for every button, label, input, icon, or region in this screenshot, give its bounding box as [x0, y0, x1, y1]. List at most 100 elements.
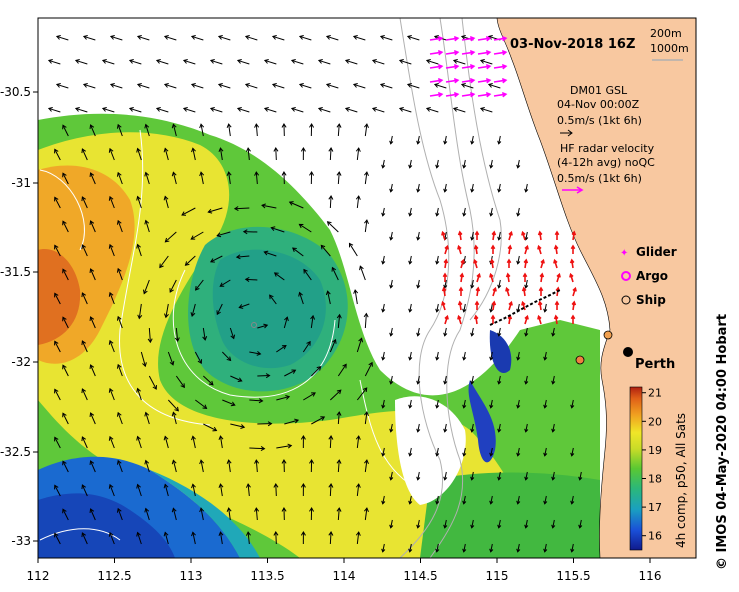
velocity-arrow [182, 107, 196, 113]
velocity-arrow [300, 483, 306, 497]
velocity-arrow [353, 289, 359, 305]
velocity-arrow [136, 531, 142, 545]
velocity-arrow [408, 447, 413, 457]
velocity-arrow [408, 495, 413, 505]
velocity-arrow [336, 313, 342, 329]
velocity-arrow [524, 471, 529, 481]
velocity-arrow [116, 411, 123, 425]
velocity-arrow [379, 83, 393, 89]
velocity-arrow [364, 411, 369, 425]
velocity-arrow [108, 195, 115, 209]
x-tick-label: 115.5 [556, 569, 590, 583]
velocity-arrow [144, 171, 150, 185]
velocity-arrow [389, 423, 394, 433]
velocity-arrow [244, 35, 258, 41]
velocity-arrow [311, 416, 326, 425]
velocity-arrow [195, 399, 208, 409]
velocity-arrow [508, 230, 513, 241]
velocity-arrow [191, 531, 196, 545]
velocity-arrow [164, 231, 177, 243]
velocity-arrow [144, 123, 150, 137]
velocity-arrow [479, 59, 493, 65]
velocity-arrow [477, 49, 492, 56]
velocity-arrow [175, 375, 185, 389]
map-title: 03-Nov-2018 16Z [510, 37, 635, 52]
velocity-arrow [218, 147, 224, 161]
velocity-arrow [344, 59, 358, 65]
velocity-arrow [443, 135, 448, 145]
velocity-arrow [477, 91, 492, 98]
velocity-arrow [571, 300, 577, 311]
velocity-arrow [553, 314, 559, 325]
dm01-scale: 0.5m/s (1kt 6h) [557, 114, 642, 127]
velocity-arrow [81, 388, 88, 401]
velocity-arrow [320, 244, 331, 257]
velocity-arrow [47, 107, 61, 113]
perth-marker [623, 347, 633, 357]
velocity-arrow [521, 286, 527, 297]
velocity-arrow [254, 507, 260, 521]
velocity-arrow [325, 83, 339, 89]
velocity-arrow [429, 35, 444, 42]
velocity-arrow [144, 219, 150, 233]
velocity-arrow [416, 471, 421, 481]
velocity-arrow [325, 290, 331, 305]
velocity-arrow [292, 247, 304, 257]
velocity-arrow [493, 77, 508, 84]
velocity-arrow [490, 244, 496, 254]
velocity-arrow [300, 531, 306, 545]
velocity-arrow [497, 423, 502, 433]
velocity-arrow [218, 435, 224, 449]
velocity-arrow [470, 231, 475, 241]
velocity-arrow [136, 483, 142, 497]
velocity-arrow [81, 340, 88, 353]
velocity-arrow [435, 303, 440, 313]
colorbar-tick-label: 20 [648, 415, 662, 428]
velocity-arrow [416, 183, 421, 193]
velocity-arrow [302, 340, 311, 353]
velocity-arrow [164, 303, 169, 319]
velocity-arrow [137, 303, 143, 320]
velocity-arrow [54, 484, 61, 497]
velocity-arrow [199, 507, 205, 521]
velocity-arrow [336, 123, 342, 137]
velocity-arrow [281, 123, 287, 137]
velocity-arrow [328, 147, 334, 161]
velocity-arrow [416, 327, 421, 337]
velocity-arrow [142, 279, 150, 295]
velocity-arrow [283, 316, 289, 329]
velocity-arrow [81, 532, 88, 545]
velocity-arrow [182, 59, 196, 65]
velocity-arrow [144, 411, 150, 425]
velocity-arrow [167, 399, 179, 412]
velocity-arrow [475, 286, 481, 297]
velocity-arrow [556, 272, 561, 283]
velocity-arrow [355, 483, 361, 497]
velocity-arrow [155, 59, 169, 65]
velocity-arrow [226, 123, 232, 137]
velocity-arrow [273, 147, 279, 161]
velocity-arrow [109, 83, 123, 89]
velocity-arrow [470, 279, 475, 289]
velocity-arrow [489, 303, 494, 313]
velocity-arrow [54, 436, 61, 449]
velocity-arrow [443, 183, 448, 193]
velocity-arrow [276, 345, 287, 353]
velocity-arrow [163, 195, 169, 209]
dm01-time: 04-Nov 00:00Z [557, 98, 640, 111]
velocity-arrow [163, 435, 169, 449]
velocity-arrow [355, 147, 361, 161]
velocity-arrow [222, 399, 236, 407]
velocity-arrow [474, 230, 480, 240]
velocity-arrow [108, 243, 115, 257]
velocity-arrow [163, 147, 169, 161]
y-tick-label: -30.5 [0, 85, 31, 99]
depth-legend-1000: 1000m [650, 42, 689, 55]
velocity-arrow [47, 59, 61, 65]
velocity-arrow [254, 459, 260, 473]
velocity-arrow [429, 91, 444, 98]
velocity-arrow [570, 399, 575, 409]
y-tick-label: -31.5 [0, 265, 31, 279]
velocity-arrow [174, 327, 180, 343]
hf-radar-avg: (4-12h avg) noQC [557, 156, 655, 169]
